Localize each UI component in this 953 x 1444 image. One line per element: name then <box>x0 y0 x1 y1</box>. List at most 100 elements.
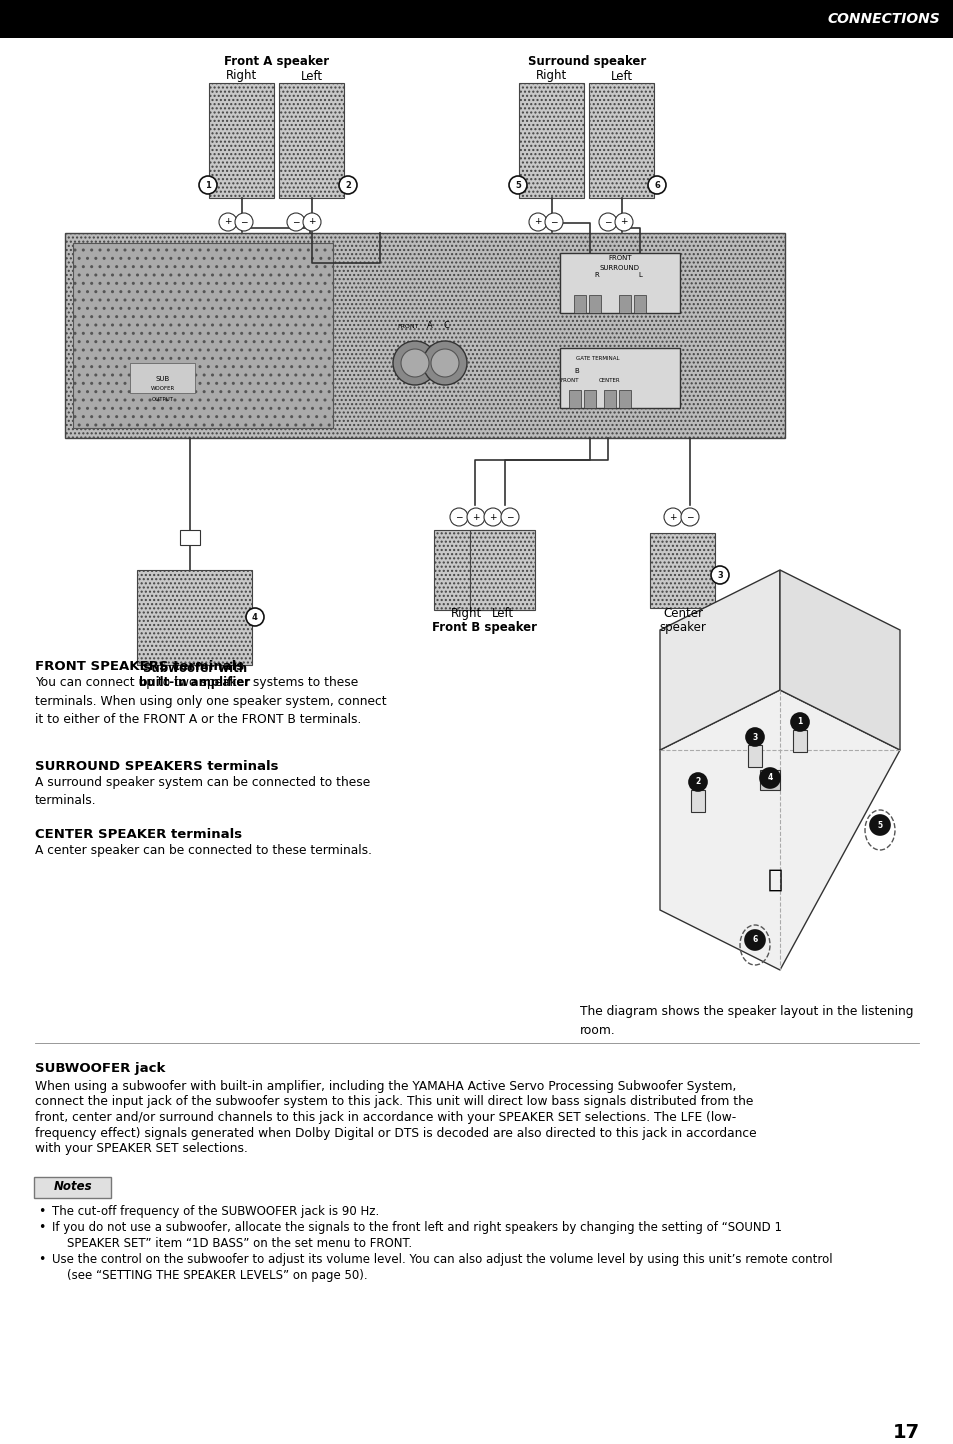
Circle shape <box>219 214 236 231</box>
Circle shape <box>760 768 780 788</box>
Text: −: − <box>506 513 514 521</box>
Text: The cut-off frequency of the SUBWOOFER jack is 90 Hz.: The cut-off frequency of the SUBWOOFER j… <box>52 1204 379 1217</box>
Text: •: • <box>38 1204 46 1217</box>
Text: SUBWOOFER jack: SUBWOOFER jack <box>35 1061 165 1074</box>
Text: B: B <box>574 368 578 374</box>
Text: −: − <box>685 513 693 521</box>
Circle shape <box>647 176 665 193</box>
Text: speaker: speaker <box>659 621 706 634</box>
Circle shape <box>500 508 518 526</box>
Bar <box>690 790 704 812</box>
Circle shape <box>869 814 889 835</box>
Text: Left: Left <box>610 69 633 82</box>
Bar <box>603 390 616 409</box>
Text: Front B speaker: Front B speaker <box>432 621 537 634</box>
Circle shape <box>680 508 699 526</box>
Bar <box>568 390 580 409</box>
Text: −: − <box>292 218 299 227</box>
Text: 1: 1 <box>205 180 211 189</box>
Text: When using a subwoofer with built-in amplifier, including the YAMAHA Active Serv: When using a subwoofer with built-in amp… <box>35 1080 736 1093</box>
Text: WOOFER: WOOFER <box>151 386 175 391</box>
Text: •: • <box>38 1222 46 1235</box>
Circle shape <box>450 508 468 526</box>
Text: SPEAKER SET” item “1D BASS” on the set menu to FRONT.: SPEAKER SET” item “1D BASS” on the set m… <box>52 1238 412 1251</box>
Circle shape <box>529 214 546 231</box>
Bar <box>618 295 630 313</box>
Bar <box>519 82 584 198</box>
Text: 5: 5 <box>877 820 882 829</box>
Polygon shape <box>659 690 899 970</box>
Circle shape <box>598 214 617 231</box>
Text: Right: Right <box>536 69 567 82</box>
Circle shape <box>303 214 320 231</box>
Circle shape <box>509 176 526 193</box>
Bar <box>583 390 596 409</box>
Text: FRONT: FRONT <box>608 256 631 261</box>
Text: 5: 5 <box>515 180 520 189</box>
Circle shape <box>544 214 562 231</box>
Text: −: − <box>455 513 462 521</box>
Text: Right: Right <box>226 69 257 82</box>
Bar <box>792 731 806 752</box>
Circle shape <box>745 728 763 747</box>
Text: Center: Center <box>662 606 702 619</box>
Text: frequency effect) signals generated when Dolby Digital or DTS is decoded are als: frequency effect) signals generated when… <box>35 1126 756 1139</box>
Text: L: L <box>638 271 641 279</box>
Bar <box>0 0 953 38</box>
Bar <box>130 362 194 393</box>
Circle shape <box>246 608 264 627</box>
Text: +: + <box>308 218 315 227</box>
Text: Notes: Notes <box>53 1181 92 1194</box>
Text: A: A <box>427 321 433 331</box>
Text: A surround speaker system can be connected to these
terminals.: A surround speaker system can be connect… <box>35 775 370 807</box>
Circle shape <box>287 214 305 231</box>
Bar <box>180 530 200 544</box>
Text: CONNECTIONS: CONNECTIONS <box>826 12 939 26</box>
Text: 2: 2 <box>695 777 700 787</box>
Text: +: + <box>534 218 541 227</box>
Circle shape <box>688 773 706 791</box>
Text: R: R <box>594 271 598 279</box>
Text: Surround speaker: Surround speaker <box>527 55 645 68</box>
Bar <box>470 530 535 609</box>
Bar <box>574 295 585 313</box>
Text: 3: 3 <box>717 570 722 579</box>
Circle shape <box>234 214 253 231</box>
Text: −: − <box>240 218 248 227</box>
Text: 4: 4 <box>252 612 257 621</box>
Text: CENTER: CENTER <box>598 378 620 384</box>
Bar <box>559 348 679 409</box>
Circle shape <box>744 930 764 950</box>
Text: C: C <box>442 321 449 331</box>
Text: FRONT: FRONT <box>560 378 578 384</box>
Text: SUB: SUB <box>155 375 170 383</box>
Text: +: + <box>472 513 479 521</box>
Text: GATE TERMINAL: GATE TERMINAL <box>576 355 619 361</box>
Text: CENTER SPEAKER terminals: CENTER SPEAKER terminals <box>35 827 242 840</box>
Bar <box>65 232 784 438</box>
Bar <box>760 770 780 790</box>
Text: FRONT: FRONT <box>396 323 418 329</box>
Text: OUTPUT: OUTPUT <box>152 397 173 401</box>
Polygon shape <box>780 570 899 749</box>
Circle shape <box>422 341 467 386</box>
Text: 6: 6 <box>654 180 659 189</box>
Text: SURROUND SPEAKERS terminals: SURROUND SPEAKERS terminals <box>35 760 278 773</box>
Circle shape <box>338 176 356 193</box>
Bar <box>588 295 600 313</box>
Circle shape <box>400 349 429 377</box>
Circle shape <box>663 508 681 526</box>
Text: −: − <box>603 218 611 227</box>
Text: 17: 17 <box>892 1422 919 1441</box>
Circle shape <box>467 508 484 526</box>
Bar <box>589 82 654 198</box>
Text: A center speaker can be connected to these terminals.: A center speaker can be connected to the… <box>35 843 372 856</box>
Bar <box>747 745 761 767</box>
Text: The diagram shows the speaker layout in the listening
room.: The diagram shows the speaker layout in … <box>579 1005 913 1037</box>
Text: 4: 4 <box>766 774 772 783</box>
Circle shape <box>393 341 436 386</box>
Text: built-in amplifier: built-in amplifier <box>139 676 251 689</box>
Bar <box>73 243 333 427</box>
Text: +: + <box>224 218 232 227</box>
Circle shape <box>431 349 458 377</box>
